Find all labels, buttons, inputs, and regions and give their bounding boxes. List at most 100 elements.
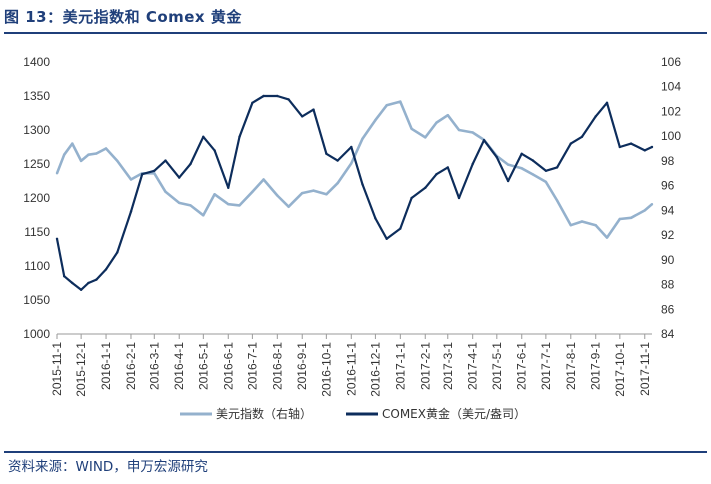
x-axis-tick-label: 2016-8-1 — [270, 342, 284, 390]
x-axis-tick-label: 2016-1-1 — [99, 342, 113, 390]
gold-point — [153, 169, 156, 172]
dxy-point — [471, 131, 474, 134]
gold-point — [594, 115, 597, 118]
x-axis-tick-label: 2017-10-1 — [613, 342, 627, 397]
dxy-point — [385, 104, 388, 107]
gold-point — [424, 186, 427, 189]
gold-point — [62, 275, 66, 278]
dxy-point — [361, 137, 364, 140]
x-axis-tick-label: 2016-2-1 — [124, 342, 138, 390]
gold-point — [495, 156, 498, 159]
x-axis-tick-label: 2017-5-1 — [490, 342, 504, 390]
dxy-point — [227, 203, 230, 206]
x-axis-tick-label: 2016-11-1 — [344, 342, 358, 396]
dxy-point — [350, 162, 353, 165]
series-line-gold — [55, 94, 653, 291]
gold-point — [312, 108, 315, 111]
gold-point — [164, 159, 167, 162]
dxy-point — [629, 216, 633, 219]
x-axis-tick-label: 2016-4-1 — [172, 342, 186, 390]
dxy-point — [424, 136, 427, 139]
gold-point — [276, 94, 279, 98]
gold-point — [87, 281, 90, 285]
left-axis-tick-label: 1300 — [23, 123, 50, 137]
x-axis-tick-label: 2016-9-1 — [295, 342, 309, 390]
gold-point — [580, 135, 584, 138]
dxy-point — [650, 203, 654, 206]
gold-point — [213, 149, 216, 152]
right-axis-tick-label: 106 — [661, 55, 681, 69]
x-axis-tick-label: 2017-6-1 — [515, 342, 529, 390]
dxy-point — [531, 173, 535, 176]
dxy-point — [189, 204, 192, 207]
gold-point — [650, 145, 654, 149]
gold-point — [141, 173, 144, 176]
right-axis-tick-label: 88 — [661, 278, 675, 292]
gold-point — [104, 268, 108, 271]
x-axis-tick-label: 2016-12-1 — [368, 342, 382, 397]
right-axis-tick-label: 98 — [661, 154, 675, 168]
gold-point — [629, 142, 633, 145]
dxy-point — [374, 118, 377, 122]
right-axis-tick-label: 94 — [661, 203, 675, 217]
gold-point — [238, 135, 241, 138]
left-axis-tick-label: 1200 — [23, 191, 50, 205]
left-axis-tick-label: 1150 — [24, 225, 50, 239]
dxy-point — [238, 204, 241, 207]
gold-point — [544, 169, 548, 172]
dxy-point — [213, 193, 216, 196]
gold-point — [301, 115, 304, 118]
dxy-point — [544, 180, 548, 184]
dxy-point — [71, 142, 74, 145]
right-axis-tick-label: 92 — [661, 228, 675, 242]
gold-point — [618, 145, 621, 149]
gold-point — [361, 183, 364, 186]
right-axis-tick-label: 100 — [661, 129, 681, 143]
legend-label-gold: COMEX黄金（美元/盎司） — [382, 406, 526, 421]
left-axis-tick-label: 1050 — [23, 293, 50, 307]
dxy-point — [116, 159, 119, 163]
gold-point — [262, 94, 265, 98]
dxy-point — [287, 205, 290, 208]
x-axis-tick-label: 2015-11-1 — [50, 342, 64, 396]
source-divider — [4, 451, 707, 453]
gold-point — [555, 166, 559, 169]
dxy-point — [605, 236, 609, 239]
dxy-point — [410, 127, 413, 130]
dxy-point — [55, 172, 59, 175]
dxy-point — [520, 167, 523, 170]
gold-point — [471, 162, 474, 166]
gold-point — [227, 186, 230, 189]
gold-point — [446, 166, 449, 169]
x-axis-tick-label: 2016-10-1 — [319, 342, 333, 397]
x-axis-tick-label: 2017-3-1 — [441, 342, 455, 390]
right-axis-tick-label: 104 — [661, 80, 681, 94]
gold-point — [189, 162, 192, 166]
left-axis-tick-label: 1350 — [23, 89, 50, 103]
gold-point — [506, 179, 510, 183]
series-line-dxy — [55, 100, 653, 239]
gold-point — [531, 159, 535, 162]
chart: 1000 1050 1100 1150 1200 1250 1300 1350 1400 84 86… — [23, 55, 681, 421]
gold-point — [385, 237, 388, 240]
dxy-point — [457, 128, 461, 132]
x-axis-tick-label: 2016-6-1 — [221, 342, 235, 390]
dxy-point — [643, 209, 646, 212]
gold-point — [350, 145, 353, 149]
gold-point — [178, 176, 181, 179]
left-axis-tick-label: 1400 — [23, 55, 50, 69]
dxy-point — [325, 193, 328, 196]
dxy-point — [301, 191, 304, 195]
gold-point — [374, 217, 377, 220]
gold-point — [55, 237, 59, 240]
dxy-point — [104, 147, 108, 150]
dxy-point — [594, 224, 597, 227]
gold-point — [435, 173, 438, 176]
gold-point — [95, 278, 98, 281]
x-axis-tick-label: 2017-8-1 — [564, 342, 578, 390]
x-axis-tick-label: 2017-2-1 — [418, 342, 432, 390]
dxy-point — [262, 178, 265, 181]
dxy-point — [555, 199, 559, 202]
dxy-point — [95, 152, 98, 155]
x-axis-tick-label: 2017-7-1 — [539, 342, 553, 390]
